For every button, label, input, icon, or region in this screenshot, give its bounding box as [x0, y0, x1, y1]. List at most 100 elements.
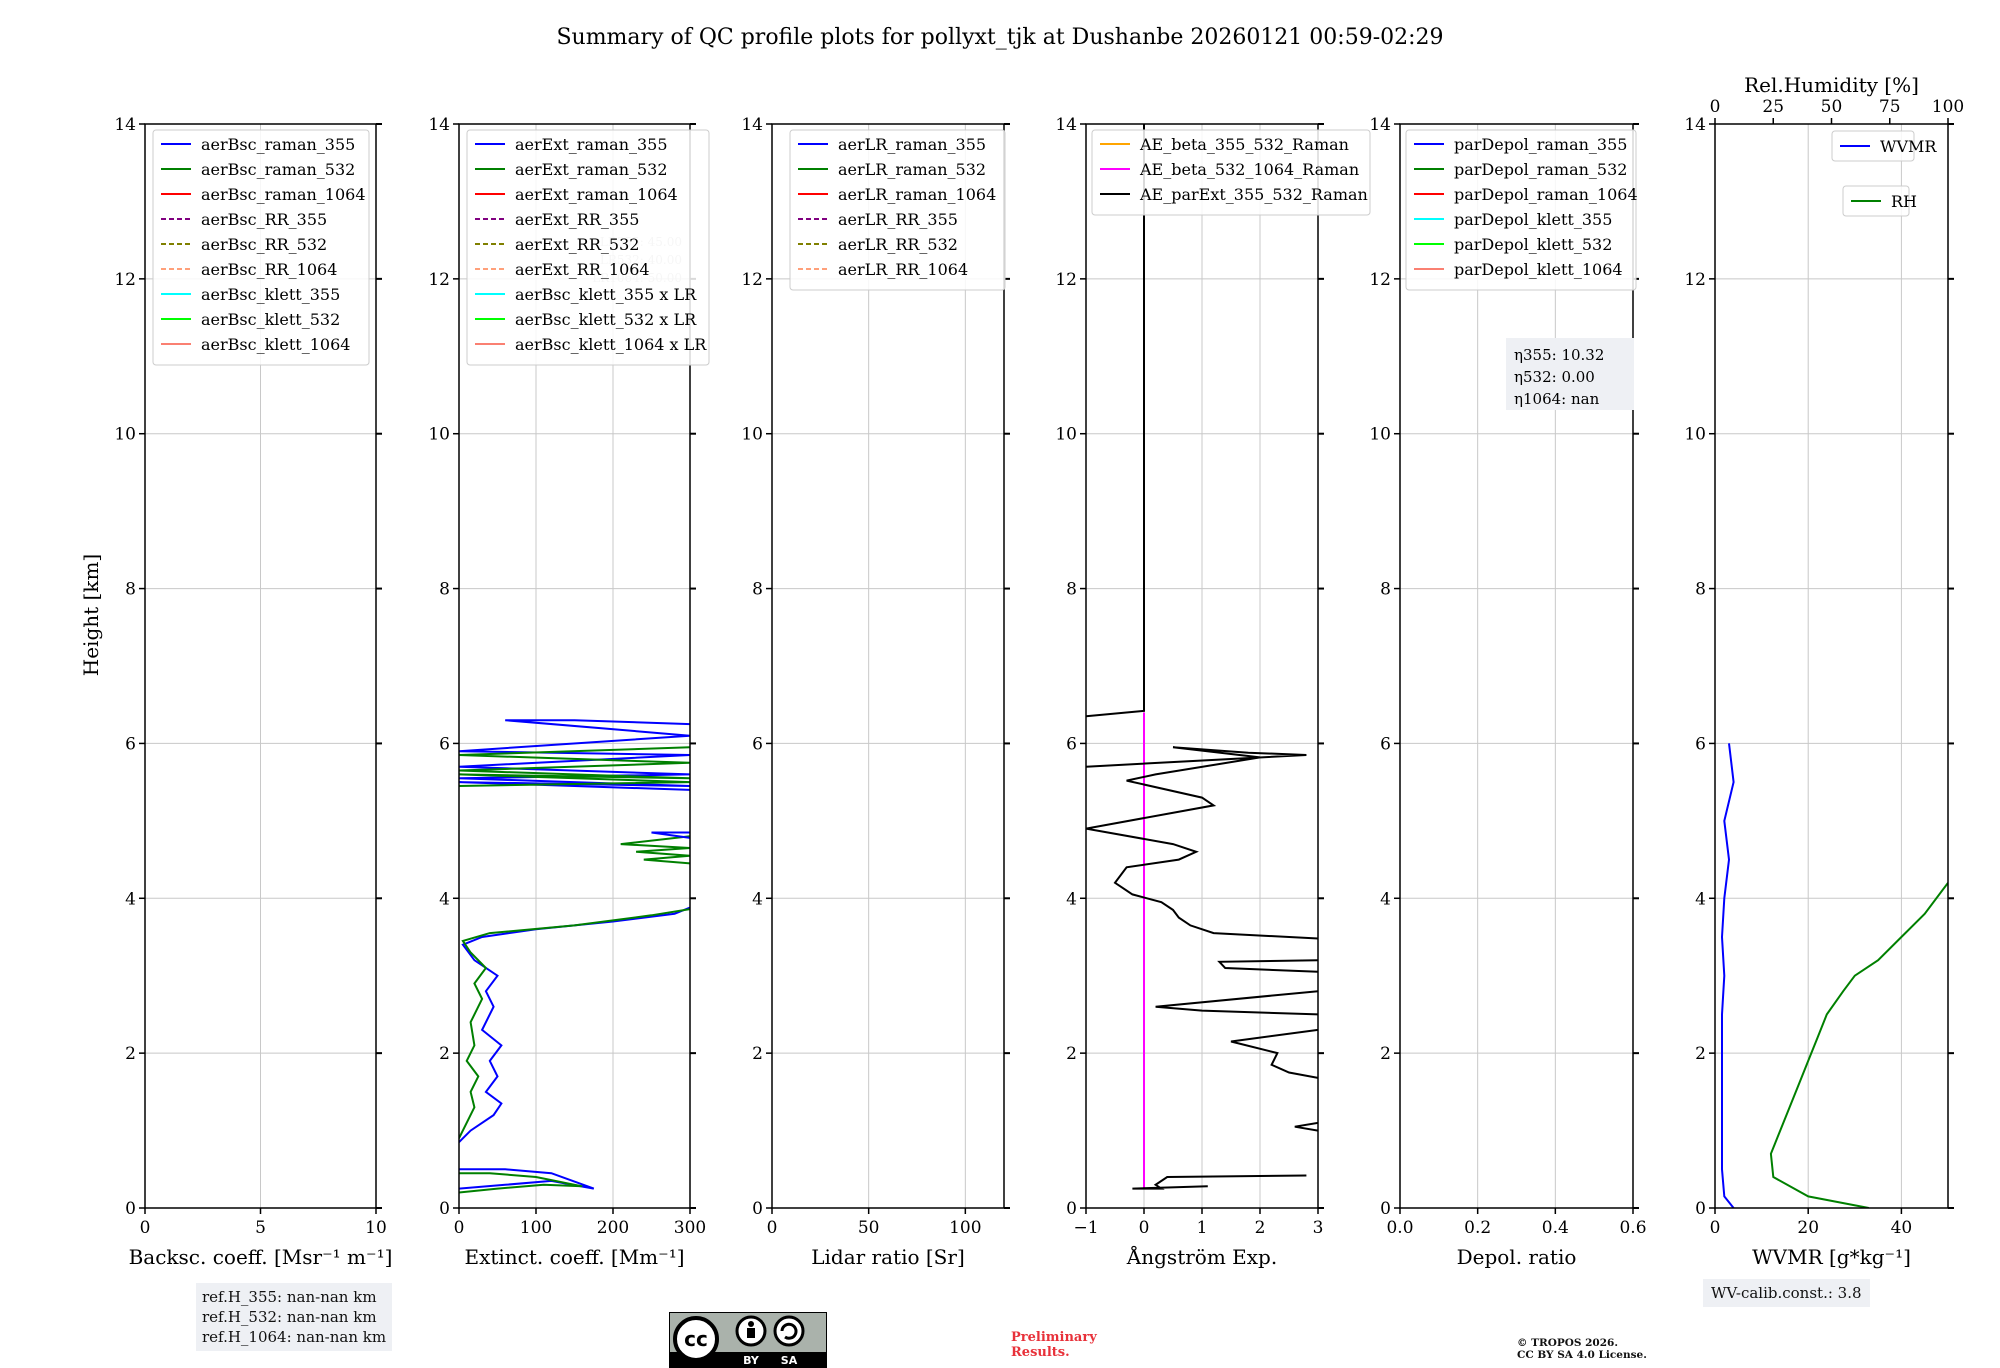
x-axis-label: Extinct. coeff. [Mm⁻¹] — [464, 1245, 684, 1269]
series-AE_parExt_355_532_Raman_bottom — [1132, 1174, 1307, 1190]
y-tick-label: 2 — [1695, 1044, 1706, 1064]
x-axis-label: Backsc. coeff. [Msr⁻¹ m⁻¹] — [129, 1245, 393, 1269]
legend-label: aerBsc_klett_1064 x LR — [515, 335, 707, 354]
legend-box — [1091, 129, 1371, 216]
eta-box — [1506, 338, 1634, 410]
x-tick-label: 0 — [767, 1218, 778, 1238]
eta-value: η1064: nan — [1514, 390, 1600, 408]
wv-calib-const: WV-calib.const.: 3.8 — [1711, 1284, 1862, 1302]
y-tick-label: 6 — [1695, 734, 1706, 754]
series-aerExt_raman_532_upper — [459, 746, 690, 787]
legend-label: aerExt_raman_1064 — [515, 185, 678, 204]
legend-label: aerBsc_raman_532 — [201, 160, 355, 179]
legend-box — [789, 129, 1006, 291]
x-tick-label: 50 — [858, 1218, 880, 1238]
legend-label: aerBsc_raman_1064 — [201, 185, 366, 204]
y-tick-label: 14 — [114, 115, 136, 135]
x-tick-label: 2 — [1255, 1218, 1266, 1238]
y-tick-label: 10 — [428, 425, 450, 445]
series-aerExt_raman_532 — [459, 908, 690, 1139]
x-tick-label: 0.2 — [1464, 1218, 1491, 1238]
legend-label: parDepol_klett_1064 — [1454, 260, 1623, 279]
y-tick-label: 10 — [114, 425, 136, 445]
legend-label: aerExt_raman_355 — [515, 135, 668, 154]
y-tick-label: 8 — [752, 580, 763, 600]
y-axis-label: Height [km] — [79, 554, 103, 676]
x-tick-label: 10 — [365, 1218, 387, 1238]
series-aerExt_raman_355 — [459, 906, 690, 1143]
y-tick-label: 4 — [752, 889, 763, 909]
legend-label: parDepol_raman_532 — [1454, 160, 1627, 179]
y-tick-label: 14 — [1055, 115, 1077, 135]
y-tick-label: 12 — [1369, 270, 1391, 290]
x-tick-label: 200 — [597, 1218, 629, 1238]
legend-label: aerBsc_RR_532 — [201, 235, 327, 254]
ref-height-532: ref.H_532: nan-nan km — [202, 1308, 377, 1326]
legend-label: aerBsc_klett_1064 — [201, 335, 350, 354]
panel-depol: 0 2 4 6 8 10 12 14 0.0 0.2 0.4 0.6 Depol. ratio parDe… — [1369, 115, 1646, 1269]
eta-value: η532: 0.00 — [1514, 368, 1595, 386]
svg-text:cc: cc — [684, 1327, 708, 1351]
x-tick-label: 5 — [255, 1218, 266, 1238]
y-tick-label: 14 — [1369, 115, 1391, 135]
sa-share-alike-icon — [773, 1315, 805, 1347]
series-aerExt_raman_355_mid — [651, 831, 690, 839]
legend-label: aerExt_RR_355 — [515, 210, 639, 229]
y-tick-label: 12 — [114, 270, 136, 290]
wv-calibration-box: WV-calib.const.: 3.8 — [1703, 1279, 1870, 1307]
series-AE_parExt_355_532_Raman_low — [1294, 1121, 1318, 1132]
x-tick-label: 100 — [520, 1218, 552, 1238]
axes-frame — [458, 123, 691, 1209]
figure-title: Summary of QC profile plots for pollyxt_… — [556, 25, 1443, 50]
y-tick-label: 14 — [1684, 115, 1706, 135]
y-tick-label: 12 — [1684, 270, 1706, 290]
x-tick-label: 300 — [674, 1218, 706, 1238]
y-tick-label: 0 — [1380, 1199, 1391, 1219]
y-tick-label: 4 — [1695, 889, 1706, 909]
reference-height-box: ref.H_355: nan-nan km ref.H_532: nan-nan… — [196, 1283, 393, 1351]
legend-label: aerBsc_klett_355 x LR — [515, 285, 697, 304]
series-AE_parExt_355_532_Raman_top — [1086, 124, 1145, 718]
legend-box — [152, 129, 370, 366]
y-tick-label: 6 — [125, 734, 136, 754]
legend-label: aerBsc_klett_532 — [201, 310, 340, 329]
y-tick-label: 0 — [1695, 1199, 1706, 1219]
top-axis-label: Rel.Humidity [%] — [1744, 73, 1919, 97]
x-tick-label: 0 — [454, 1218, 465, 1238]
panel-extinction: 0 2 4 6 8 10 12 14 0 100 200 300 Extinct. coeff. [Mm… — [428, 115, 710, 1269]
y-tick-label: 8 — [439, 580, 450, 600]
x-tick-label: 100 — [949, 1218, 981, 1238]
x-tick-label: −1 — [1073, 1218, 1098, 1238]
x-axis-label: Depol. ratio — [1457, 1245, 1577, 1269]
legend-label: aerLR_RR_1064 — [838, 260, 968, 279]
x-axis-label: Ångström Exp. — [1126, 1244, 1277, 1269]
y-tick-label: 2 — [1066, 1044, 1077, 1064]
series-AE_parExt_355_532_Raman — [1086, 746, 1318, 940]
y-tick-label: 4 — [439, 889, 450, 909]
y-tick-label: 8 — [1380, 580, 1391, 600]
y-tick-label: 10 — [1684, 425, 1706, 445]
y-tick-label: 8 — [1066, 580, 1077, 600]
series-aerExt_raman_355_low — [459, 1168, 595, 1190]
legend-label: WVMR — [1880, 137, 1937, 156]
legend-label: parDepol_raman_1064 — [1454, 185, 1638, 204]
legend-label: AE_beta_532_1064_Raman — [1139, 160, 1359, 179]
x-tick-label: 3 — [1313, 1218, 1324, 1238]
y-tick-label: 10 — [1055, 425, 1077, 445]
legend-label: AE_parExt_355_532_Raman — [1139, 185, 1368, 204]
y-tick-label: 6 — [1066, 734, 1077, 754]
y-tick-label: 2 — [752, 1044, 763, 1064]
x-tick-label: 40 — [1891, 1218, 1913, 1238]
x-tick-label: 1 — [1197, 1218, 1208, 1238]
eta-value: η355: 10.32 — [1514, 346, 1604, 364]
y-tick-label: 4 — [1066, 889, 1077, 909]
x-tick-label: 0 — [1139, 1218, 1150, 1238]
y-tick-label: 8 — [1695, 580, 1706, 600]
x-tick-label: 0 — [140, 1218, 151, 1238]
copyright-note: © TROPOS 2026. CC BY SA 4.0 License. — [1517, 1337, 1647, 1361]
y-tick-label: 4 — [125, 889, 136, 909]
y-tick-label: 4 — [1380, 889, 1391, 909]
x-tick-label: 0.4 — [1542, 1218, 1569, 1238]
